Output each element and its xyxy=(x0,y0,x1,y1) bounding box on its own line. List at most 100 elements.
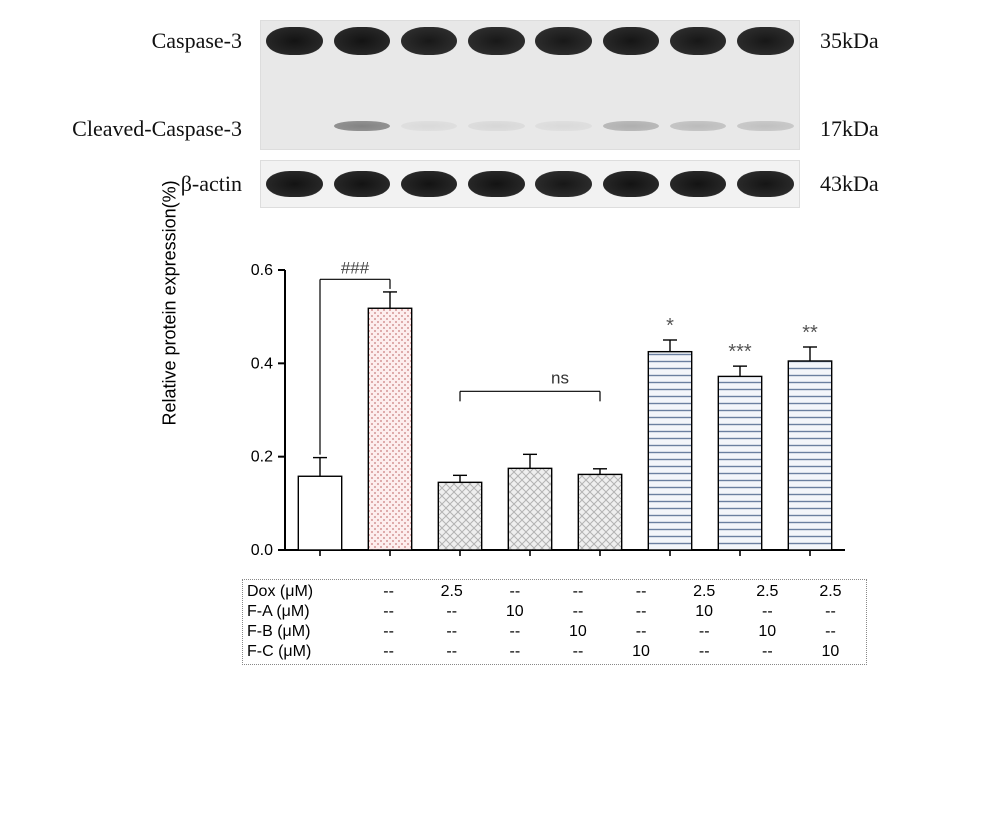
blot-label-cleaved: Cleaved-Caspase-3 xyxy=(0,116,260,142)
condition-cell: 10 xyxy=(673,602,736,622)
bar xyxy=(788,361,831,550)
condition-label: F-B (μM) xyxy=(247,622,357,642)
bar-chart-section: Relative protein expression(%) 0.00.20.4… xyxy=(190,260,890,660)
condition-cell: 10 xyxy=(736,622,799,642)
blot-band xyxy=(334,121,390,131)
condition-label: F-C (μM) xyxy=(247,642,357,662)
blot-mw-35kda: 35kDa xyxy=(800,20,920,54)
blot-lane xyxy=(463,21,530,149)
blot-band xyxy=(468,171,524,197)
blot-mw-17kda: 17kDa xyxy=(800,116,920,142)
condition-cell: -- xyxy=(673,642,736,662)
blot-band xyxy=(737,171,793,197)
condition-cell: -- xyxy=(673,622,736,642)
svg-text:*: * xyxy=(666,315,674,337)
condition-table: Dox (μM)--2.5------2.52.52.5F-A (μM)----… xyxy=(242,579,867,665)
condition-cell: -- xyxy=(483,642,546,662)
blot-lane xyxy=(261,21,328,149)
condition-cell: -- xyxy=(799,622,862,642)
condition-cell: 10 xyxy=(546,622,609,642)
blot-band xyxy=(737,27,793,55)
svg-text:0.0: 0.0 xyxy=(251,542,273,559)
condition-row: F-B (μM)------10----10-- xyxy=(247,622,862,642)
blot-band xyxy=(266,171,322,197)
condition-cell: -- xyxy=(610,602,673,622)
condition-cell: 10 xyxy=(610,642,673,662)
condition-cell: -- xyxy=(357,602,420,622)
condition-cell: 2.5 xyxy=(420,582,483,602)
blot-lane xyxy=(463,161,530,207)
condition-cell: -- xyxy=(546,602,609,622)
blot-lane xyxy=(328,21,395,149)
blot-band xyxy=(535,171,591,197)
blot-band xyxy=(468,27,524,55)
condition-cell: -- xyxy=(736,642,799,662)
blot-band xyxy=(670,171,726,197)
condition-row: F-A (μM)----10----10---- xyxy=(247,602,862,622)
blot-lane xyxy=(597,21,664,149)
condition-label: Dox (μM) xyxy=(247,582,357,602)
condition-cell: -- xyxy=(483,582,546,602)
blot-band xyxy=(266,27,322,55)
condition-cell: -- xyxy=(546,582,609,602)
blot-mw-43kda: 43kDa xyxy=(800,171,920,197)
figure-container: Caspase-3 35kDa Cleaved-Caspase-3 17kDa … xyxy=(0,10,1000,660)
condition-cell: -- xyxy=(610,582,673,602)
condition-label: F-A (μM) xyxy=(247,602,357,622)
condition-cell: 2.5 xyxy=(736,582,799,602)
blot-band xyxy=(670,27,726,55)
bar xyxy=(718,376,761,550)
blot-lane xyxy=(530,161,597,207)
condition-cell: -- xyxy=(799,602,862,622)
blot-label-actin: β-actin xyxy=(0,171,260,197)
blot-lane xyxy=(732,161,799,207)
blot-image-actin xyxy=(260,160,800,208)
blot-lane xyxy=(665,21,732,149)
blot-band xyxy=(603,27,659,55)
blot-band xyxy=(603,171,659,197)
condition-cell: -- xyxy=(420,642,483,662)
svg-text:ns: ns xyxy=(551,368,569,387)
svg-text:***: *** xyxy=(728,341,752,363)
condition-cell: 10 xyxy=(799,642,862,662)
blot-band xyxy=(737,121,793,131)
blot-lane xyxy=(530,21,597,149)
svg-text:0.6: 0.6 xyxy=(251,262,273,279)
bar xyxy=(578,474,621,550)
blot-band xyxy=(334,27,390,55)
svg-text:**: ** xyxy=(802,322,818,344)
blot-lane xyxy=(597,161,664,207)
condition-cell: -- xyxy=(546,642,609,662)
blot-band xyxy=(468,121,524,131)
condition-cell: -- xyxy=(736,602,799,622)
western-blot-section: Caspase-3 35kDa Cleaved-Caspase-3 17kDa … xyxy=(0,10,1000,240)
condition-cell: 2.5 xyxy=(673,582,736,602)
y-axis-label: Relative protein expression(%) xyxy=(160,180,181,425)
blot-label-caspase3: Caspase-3 xyxy=(0,20,260,54)
condition-row: Dox (μM)--2.5------2.52.52.5 xyxy=(247,582,862,602)
condition-cell: -- xyxy=(357,582,420,602)
condition-cell: -- xyxy=(357,622,420,642)
blot-band xyxy=(401,121,457,131)
blot-lane xyxy=(732,21,799,149)
bar xyxy=(648,352,691,550)
blot-lane xyxy=(665,161,732,207)
condition-cell: -- xyxy=(483,622,546,642)
bar-chart-svg: 0.00.20.40.6******###ns xyxy=(190,260,890,570)
svg-text:0.4: 0.4 xyxy=(251,355,273,372)
blot-lane xyxy=(396,161,463,207)
blot-lane xyxy=(396,21,463,149)
blot-band xyxy=(401,171,457,197)
bar xyxy=(368,308,411,550)
svg-text:0.2: 0.2 xyxy=(251,449,273,466)
bar xyxy=(298,476,341,550)
blot-band xyxy=(603,121,659,131)
blot-lane xyxy=(328,161,395,207)
blot-band xyxy=(670,121,726,131)
svg-text:###: ### xyxy=(341,260,370,277)
condition-cell: 2.5 xyxy=(799,582,862,602)
condition-cell: 10 xyxy=(483,602,546,622)
blot-band xyxy=(535,121,591,131)
blot-band xyxy=(535,27,591,55)
bar xyxy=(508,468,551,550)
